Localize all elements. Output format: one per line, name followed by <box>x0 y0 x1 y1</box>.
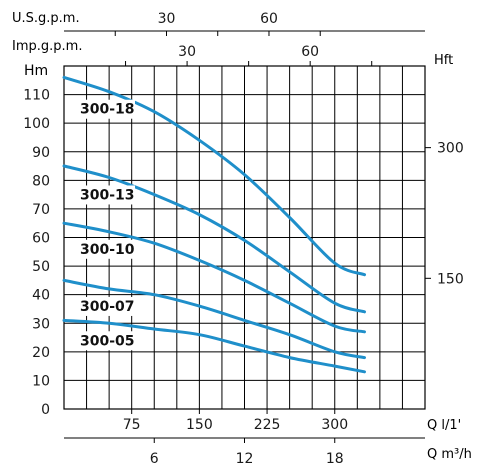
series-label-300-13: 300-13 <box>80 187 135 203</box>
y-tick-label: 80 <box>32 173 50 189</box>
y-tick-label: 100 <box>23 116 50 132</box>
series-line-300-13 <box>62 164 366 314</box>
series-label-300-07: 300-07 <box>80 299 135 315</box>
series-line-300-05 <box>62 318 366 374</box>
series-label-bg <box>77 331 135 351</box>
x-axis-label-lmin: Q l/1' <box>427 418 461 433</box>
series-label-bg <box>77 185 135 205</box>
y-tick-label: 110 <box>23 88 50 104</box>
hft-tick-label: 150 <box>437 271 464 287</box>
y-tick-label: 30 <box>32 316 50 332</box>
m3h-tick-label: 6 <box>150 451 159 467</box>
y-tick-label: 40 <box>32 288 50 304</box>
series-line-300-18 <box>62 75 366 277</box>
series-labels: 300-18 300-13 300-10 300-07 300-05 <box>77 99 135 351</box>
y-axis-label-hm: Hm <box>24 63 48 79</box>
hft-tick-label: 300 <box>437 141 464 157</box>
imp-gpm-tick-label: 60 <box>301 44 319 60</box>
m3h-tick-label: 18 <box>326 451 344 467</box>
us-gpm-tick-label: 30 <box>158 11 176 27</box>
us-gpm-axis-label: U.S.g.p.m. <box>12 11 80 26</box>
y-tick-label: 20 <box>32 345 50 361</box>
series-label-bg <box>77 296 135 316</box>
x-tick-label: 75 <box>123 417 141 433</box>
imp-gpm-axis-label: Imp.g.p.m. <box>12 39 82 54</box>
series-line-300-07 <box>62 278 366 360</box>
imp-gpm-tick-label: 30 <box>178 44 196 60</box>
us-gpm-tick-label: 60 <box>260 11 278 27</box>
series-line-300-10 <box>62 221 366 334</box>
y-tick-label: 10 <box>32 373 50 389</box>
series-layer <box>62 75 366 374</box>
x-tick-label: 150 <box>186 417 213 433</box>
plot-border <box>63 65 426 410</box>
y-axis-label-hft: Hft <box>434 53 453 68</box>
y-tick-label: 60 <box>32 231 50 247</box>
series-label-300-10: 300-10 <box>80 242 135 258</box>
plot-frame <box>63 65 426 410</box>
x-axis-label-m3h: Q m³/h <box>427 447 472 462</box>
series-label-300-05: 300-05 <box>80 333 135 349</box>
x-tick-label: 225 <box>254 417 281 433</box>
axes: 0 10 20 30 40 50 60 70 80 90 100 110 150 300 75 150 225 3… <box>23 11 463 467</box>
series-label-bg <box>77 99 135 119</box>
series-label-300-18: 300-18 <box>80 102 135 118</box>
series-label-bg <box>77 239 135 259</box>
y-tick-label: 90 <box>32 145 50 161</box>
y-tick-label: 0 <box>41 402 50 418</box>
m3h-tick-label: 12 <box>236 451 254 467</box>
y-tick-label: 50 <box>32 259 50 275</box>
y-tick-label: 70 <box>32 202 50 218</box>
x-tick-label: 300 <box>321 417 348 433</box>
